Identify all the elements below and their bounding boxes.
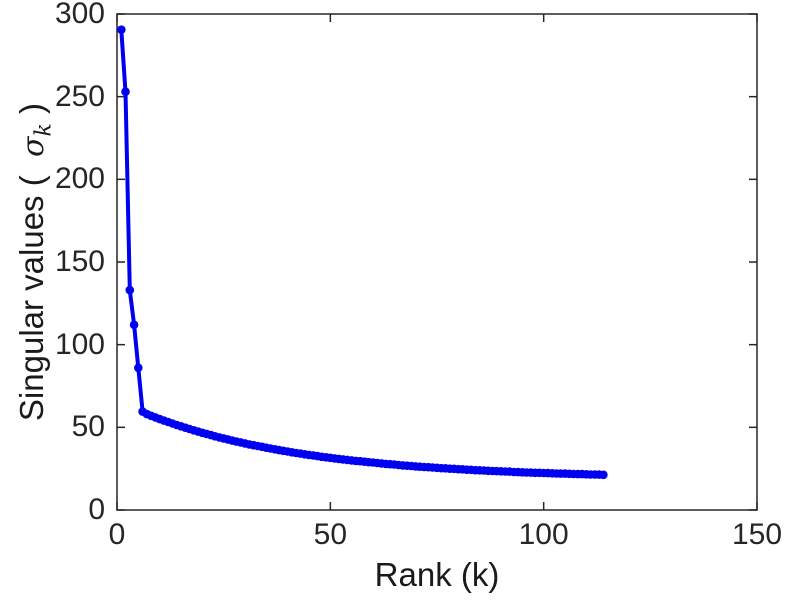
data-marker (134, 363, 143, 373)
y-tick-label: 50 (71, 410, 105, 444)
sigma-subscript: k (31, 123, 57, 137)
data-marker (599, 470, 608, 480)
y-tick-label: 200 (54, 162, 105, 196)
y-tick-label: 150 (54, 245, 105, 278)
y-tick-label: 0 (88, 493, 105, 526)
y-tick-label: 100 (54, 327, 105, 361)
x-tick-label: 100 (518, 518, 569, 551)
x-tick-label: 150 (731, 518, 783, 551)
y-tick-label: 300 (54, 0, 105, 30)
y-axis-label-text: Singular values ( (13, 156, 50, 422)
x-axis-label: Rank (k) (374, 556, 500, 593)
y-axis-label: Singular values ( σk ) (10, 12, 57, 512)
x-tick-label: 0 (108, 518, 126, 551)
data-line (119, 27, 606, 477)
y-tick-label: 250 (54, 79, 105, 113)
data-marker (129, 320, 139, 330)
data-marker (117, 25, 126, 34)
data-marker (121, 87, 130, 96)
x-tick-label: 50 (313, 518, 348, 551)
y-axis-label-close: ) (13, 102, 50, 124)
data-marker (125, 285, 135, 295)
sigma-symbol: σ (16, 136, 51, 157)
